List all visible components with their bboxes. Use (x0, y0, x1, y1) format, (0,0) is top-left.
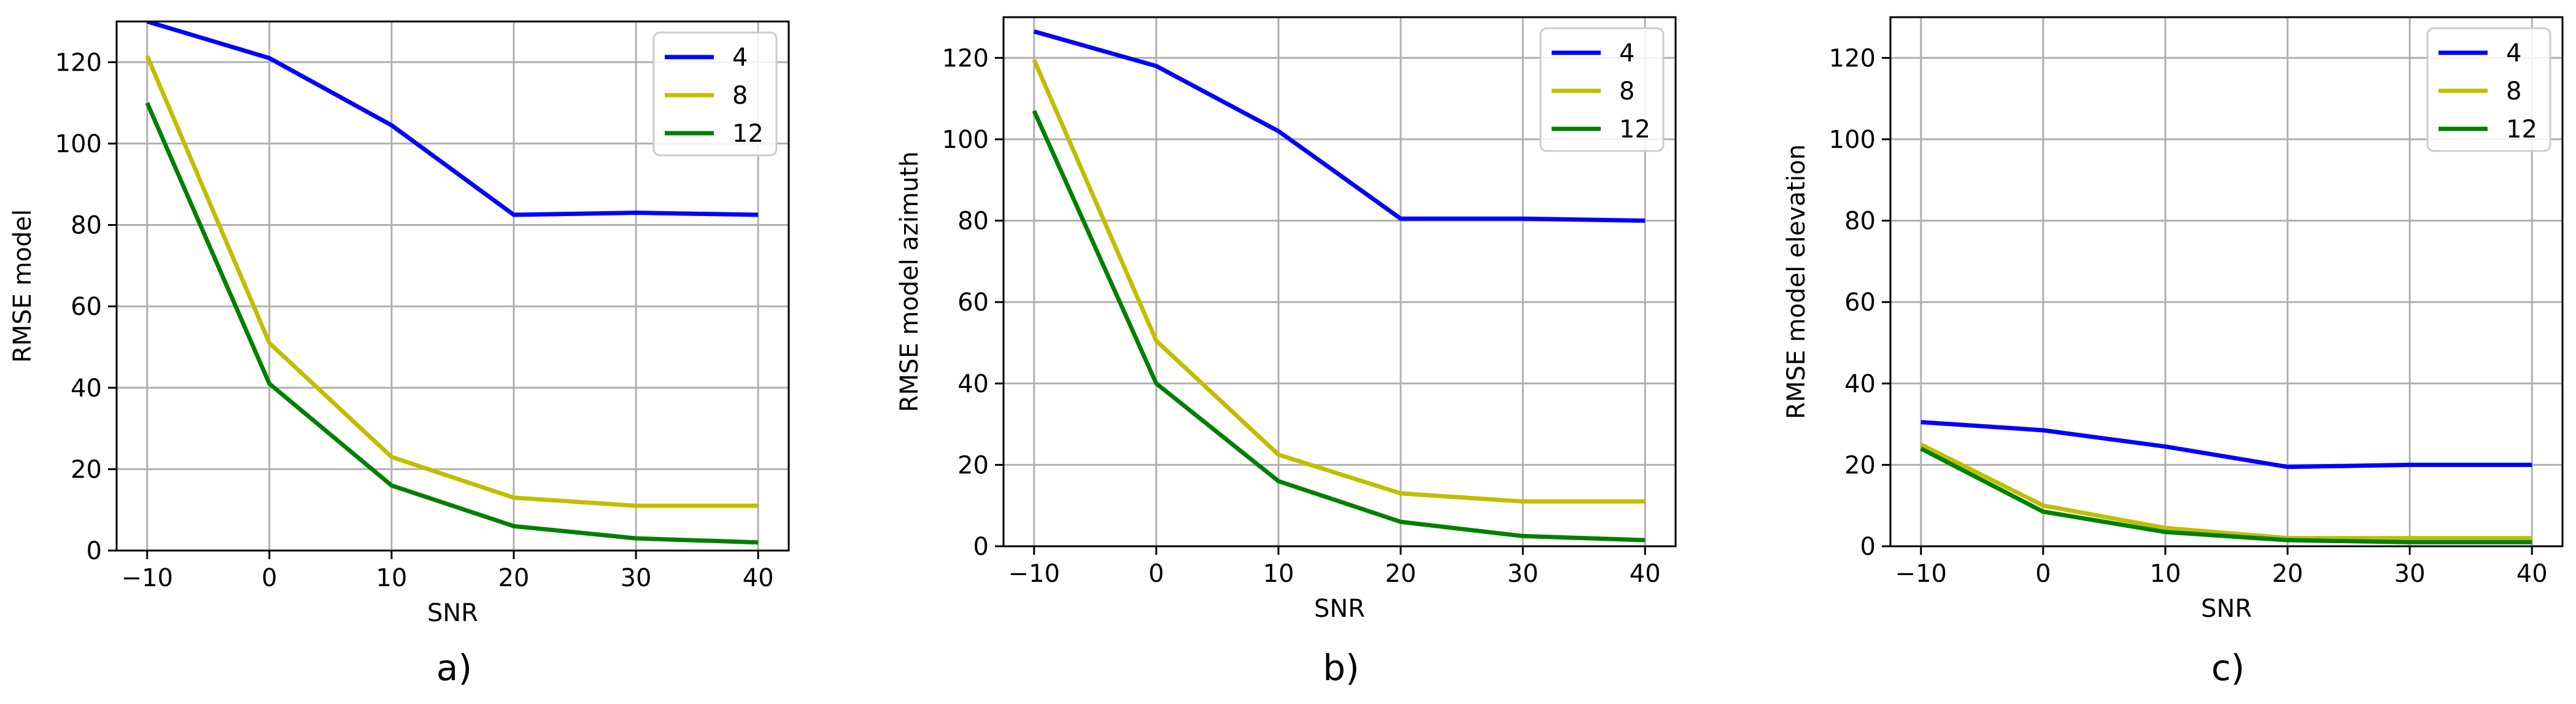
x-tick-label: 20 (1385, 560, 1417, 588)
series-line-4 (146, 21, 759, 217)
x-tick-label: 10 (376, 564, 408, 592)
y-axis-label: RMSE model azimuth (895, 152, 924, 412)
x-tick-label: 20 (498, 564, 530, 592)
x-tick-label: −10 (122, 564, 173, 592)
legend-box (652, 31, 778, 157)
series-line-12 (1920, 446, 2532, 544)
legend-label-12: 12 (1619, 115, 1650, 144)
y-tick-label: 40 (957, 370, 989, 398)
y-tick-label: 40 (1844, 370, 1876, 398)
series-line-4 (1033, 29, 1646, 223)
y-tick-label: 100 (1829, 126, 1876, 154)
x-axis-label: SNR (2201, 595, 2252, 623)
y-tick-label: 60 (71, 293, 102, 321)
y-tick-label: 60 (1844, 288, 1876, 317)
panel-label: b) (1323, 647, 1359, 689)
x-tick-label: 0 (1148, 560, 1164, 588)
x-tick-label: 0 (261, 564, 277, 592)
x-axis-label: SNR (1314, 595, 1365, 623)
y-tick-label: 120 (55, 48, 102, 77)
y-tick-label: 0 (973, 533, 989, 561)
y-tick-label: 120 (942, 44, 989, 72)
plot-frame (1002, 16, 1677, 547)
legend-label-12: 12 (2506, 115, 2537, 144)
x-tick-label: 20 (2272, 560, 2303, 588)
y-tick-label: 40 (71, 374, 102, 403)
chart-panel-3: −10 0 10 20 30 40 0 20 40 60 80 100 120 SNR RMSE model… (1782, 16, 2564, 689)
legend-label-8: 8 (2506, 77, 2521, 106)
series-line-8 (145, 55, 759, 508)
y-tick-label: 20 (1844, 451, 1876, 479)
y-tick-label: 60 (957, 288, 989, 317)
chart-panel-2: −10 0 10 20 30 40 0 20 40 60 80 100 120 SNR RMSE model… (895, 16, 1677, 689)
panel-label: c) (2211, 647, 2245, 689)
legend: 4 8 12 (1539, 27, 1665, 152)
legend-label-4: 4 (2506, 39, 2521, 68)
y-tick-label: 20 (71, 455, 102, 484)
x-tick-label: 40 (2516, 560, 2548, 588)
legend-box (2426, 27, 2551, 152)
x-tick-label: 30 (1507, 560, 1539, 588)
y-tick-label: 80 (1844, 207, 1876, 236)
legend-label-8: 8 (732, 82, 748, 110)
x-tick-label: 40 (743, 564, 774, 592)
x-tick-label: 40 (1630, 560, 1661, 588)
chart-panel-1: −10 0 10 20 30 40 0 20 40 60 80 100 120 SNR RMSE model… (9, 20, 790, 689)
plot-frame (115, 20, 790, 552)
series-line-8 (1920, 443, 2532, 541)
y-tick-label: 0 (87, 537, 102, 565)
plot-frame (1889, 16, 2564, 547)
series-line-12 (1032, 110, 1646, 543)
y-tick-label: 80 (957, 207, 989, 236)
legend-label-4: 4 (732, 44, 748, 72)
legend: 4 8 12 (2426, 27, 2551, 152)
y-tick-label: 120 (1829, 44, 1876, 72)
legend-label-12: 12 (732, 120, 764, 148)
x-axis-label: SNR (427, 599, 478, 627)
y-axis-label: RMSE model (9, 209, 37, 363)
y-axis-label: RMSE model elevation (1782, 144, 1811, 419)
y-tick-label: 100 (55, 130, 102, 158)
panel-label: a) (436, 647, 472, 689)
y-tick-label: 20 (957, 451, 989, 479)
legend-label-4: 4 (1619, 39, 1634, 68)
x-tick-label: 0 (2035, 560, 2051, 588)
x-tick-label: 30 (2394, 560, 2426, 588)
y-tick-label: 80 (71, 212, 102, 240)
y-tick-label: 100 (942, 126, 989, 154)
legend-box (1539, 27, 1665, 152)
x-tick-label: −10 (1008, 560, 1060, 588)
series-line-4 (1920, 420, 2532, 470)
x-tick-label: 10 (2150, 560, 2181, 588)
x-tick-label: 30 (621, 564, 652, 592)
y-tick-label: 0 (1860, 533, 1876, 561)
series-line-8 (1032, 59, 1646, 504)
legend-label-8: 8 (1619, 77, 1634, 106)
x-tick-label: −10 (1895, 560, 1947, 588)
legend: 4 8 12 (652, 31, 778, 157)
series-line-12 (145, 102, 759, 545)
x-tick-label: 10 (1263, 560, 1294, 588)
